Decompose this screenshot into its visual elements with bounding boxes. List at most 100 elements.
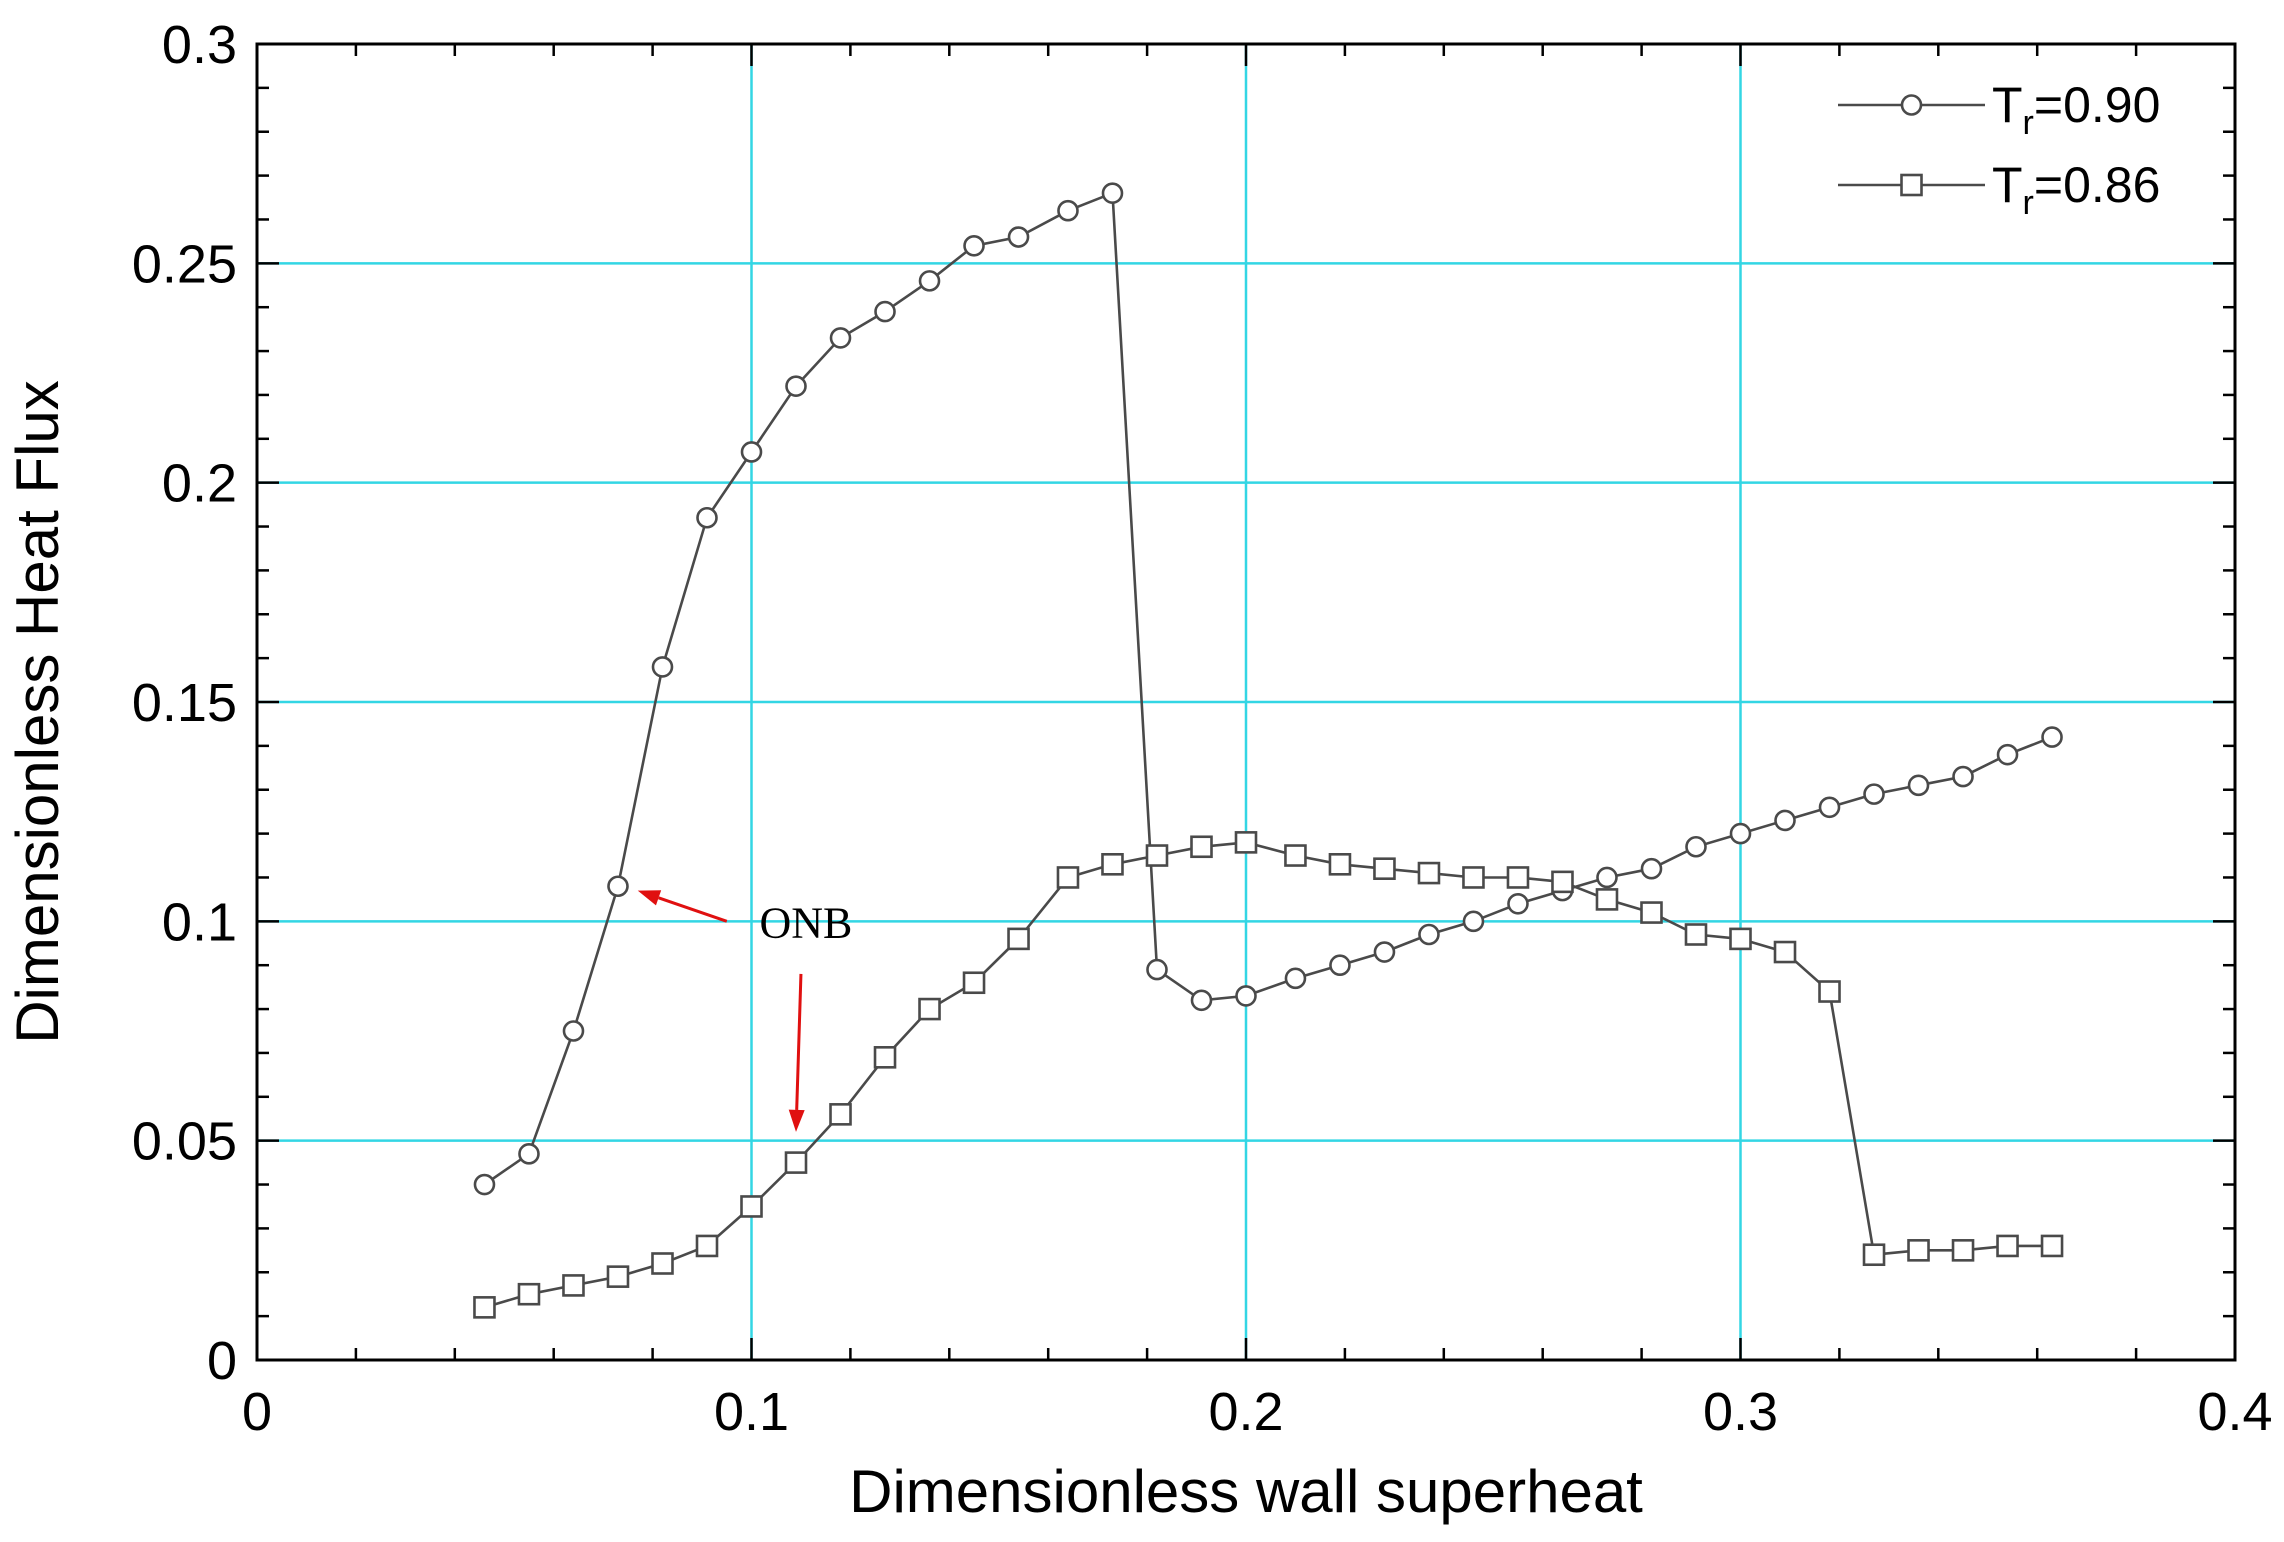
data-point-0-35 <box>2041 726 2063 748</box>
data-point-0-7 <box>785 375 807 397</box>
y-tick-label-6: 0.3 <box>162 15 237 75</box>
data-point-1-21 <box>1417 861 1441 885</box>
data-point-0-10 <box>918 270 941 292</box>
data-point-1-23 <box>1506 866 1530 889</box>
y-tick-label-3: 0.15 <box>132 673 237 733</box>
data-point-1-14 <box>1101 853 1124 876</box>
data-point-1-24 <box>1551 870 1574 894</box>
y-tick-label-2: 0.1 <box>162 892 237 952</box>
annotation-arrowhead-0-0 <box>637 890 662 906</box>
tick-labels: 0 0.1 0.2 0.3 0.4 0 0.05 0.1 0.15 0.2 0.25 0.3 <box>132 15 2273 1442</box>
annotation-layer: ONB <box>637 890 852 1132</box>
data-point-0-4 <box>651 656 674 678</box>
annotation-arrow-0-1 <box>795 973 803 1110</box>
y-tick-label-4: 0.2 <box>162 454 237 514</box>
data-point-1-15 <box>1145 844 1169 867</box>
data-point-0-27 <box>1685 835 1707 858</box>
data-point-0-22 <box>1462 910 1485 933</box>
x-tick-label-1: 0.1 <box>714 1382 789 1442</box>
data-point-1-28 <box>1729 927 1752 951</box>
data-point-1-17 <box>1234 831 1258 854</box>
legend-entry-0: Tr=0.90 <box>1838 77 2160 142</box>
data-point-1-4 <box>651 1252 674 1275</box>
data-point-1-10 <box>918 997 941 1021</box>
data-point-0-8 <box>829 327 852 349</box>
data-point-0-18 <box>1284 967 1307 990</box>
data-point-0-28 <box>1729 822 1752 845</box>
series-0 <box>473 182 2063 1196</box>
x-tick-label-3: 0.3 <box>1703 1382 1778 1442</box>
data-point-0-12 <box>1007 226 1030 248</box>
data-point-1-26 <box>1640 901 1663 924</box>
data-point-0-0 <box>473 1173 496 1196</box>
data-point-0-17 <box>1235 985 1257 1007</box>
data-point-0-3 <box>607 875 629 898</box>
x-tick-label-2: 0.2 <box>1208 1382 1283 1442</box>
x-tick-label-4: 0.4 <box>2197 1382 2272 1442</box>
data-point-1-6 <box>740 1195 763 1218</box>
data-point-0-15 <box>1146 958 1168 981</box>
data-point-1-8 <box>829 1103 852 1126</box>
series-layer <box>473 182 2064 1319</box>
y-tick-label-0: 0 <box>207 1331 237 1391</box>
y-tick-label-5: 0.25 <box>132 234 237 294</box>
data-point-0-19 <box>1329 954 1351 977</box>
data-point-1-12 <box>1007 927 1030 951</box>
data-point-0-6 <box>740 441 763 463</box>
data-point-0-31 <box>1863 783 1885 805</box>
data-point-1-16 <box>1190 835 1213 859</box>
legend-marker-1 <box>1900 173 1923 197</box>
data-point-1-34 <box>1996 1234 2019 1258</box>
data-point-1-9 <box>873 1046 897 1069</box>
legend-label-1: Tr=0.86 <box>1992 157 2160 222</box>
annotation-arrowhead-0-1 <box>788 1109 805 1132</box>
legend-marker-0 <box>1900 94 1923 116</box>
data-point-1-5 <box>695 1234 719 1258</box>
legend-label-0: Tr=0.90 <box>1992 77 2160 142</box>
data-point-1-22 <box>1462 866 1485 889</box>
data-point-1-31 <box>1862 1243 1886 1267</box>
y-axis-label: Dimensionless Heat Flux <box>4 380 71 1044</box>
data-point-0-21 <box>1418 923 1440 946</box>
data-point-0-29 <box>1774 809 1796 832</box>
data-point-1-19 <box>1328 853 1352 876</box>
data-point-1-27 <box>1684 923 1708 946</box>
data-point-1-13 <box>1056 866 1080 889</box>
data-point-0-25 <box>1596 866 1618 889</box>
data-point-0-9 <box>874 300 896 323</box>
data-point-0-34 <box>1996 743 2019 766</box>
grid-lines <box>257 44 2235 1360</box>
annotation-arrow-0-0 <box>658 896 728 923</box>
data-point-0-16 <box>1190 989 1213 1012</box>
series-1 <box>473 831 2064 1319</box>
data-point-0-5 <box>696 506 718 529</box>
data-point-1-20 <box>1373 857 1396 880</box>
data-point-0-1 <box>518 1143 540 1165</box>
x-tick-label-0: 0 <box>242 1382 272 1442</box>
data-point-0-26 <box>1640 857 1663 880</box>
data-point-1-11 <box>962 971 986 995</box>
data-point-0-2 <box>562 1020 585 1042</box>
plot-frame <box>255 42 2237 1362</box>
legend: Tr=0.90 Tr=0.86 <box>1838 77 2160 222</box>
data-point-0-20 <box>1373 941 1396 963</box>
data-point-1-29 <box>1773 940 1797 964</box>
data-point-1-32 <box>1907 1239 1930 1262</box>
data-point-0-14 <box>1101 182 1124 204</box>
y-tick-label-1: 0.05 <box>132 1112 237 1172</box>
x-axis-label: Dimensionless wall superheat <box>849 1458 1643 1525</box>
data-point-1-1 <box>517 1282 541 1306</box>
series-line-1 <box>484 841 2052 1309</box>
data-point-0-13 <box>1057 199 1079 222</box>
axis-ticks <box>255 42 2237 1362</box>
data-point-0-23 <box>1507 892 1529 915</box>
series-line-0 <box>483 191 2053 1186</box>
data-point-1-30 <box>1818 980 1841 1003</box>
data-point-1-0 <box>473 1296 496 1319</box>
data-point-0-32 <box>1907 774 1930 797</box>
annotation-label-0: ONB <box>759 898 852 947</box>
data-point-1-7 <box>784 1151 808 1174</box>
data-point-0-33 <box>1952 765 1974 788</box>
data-point-1-3 <box>606 1265 630 1288</box>
